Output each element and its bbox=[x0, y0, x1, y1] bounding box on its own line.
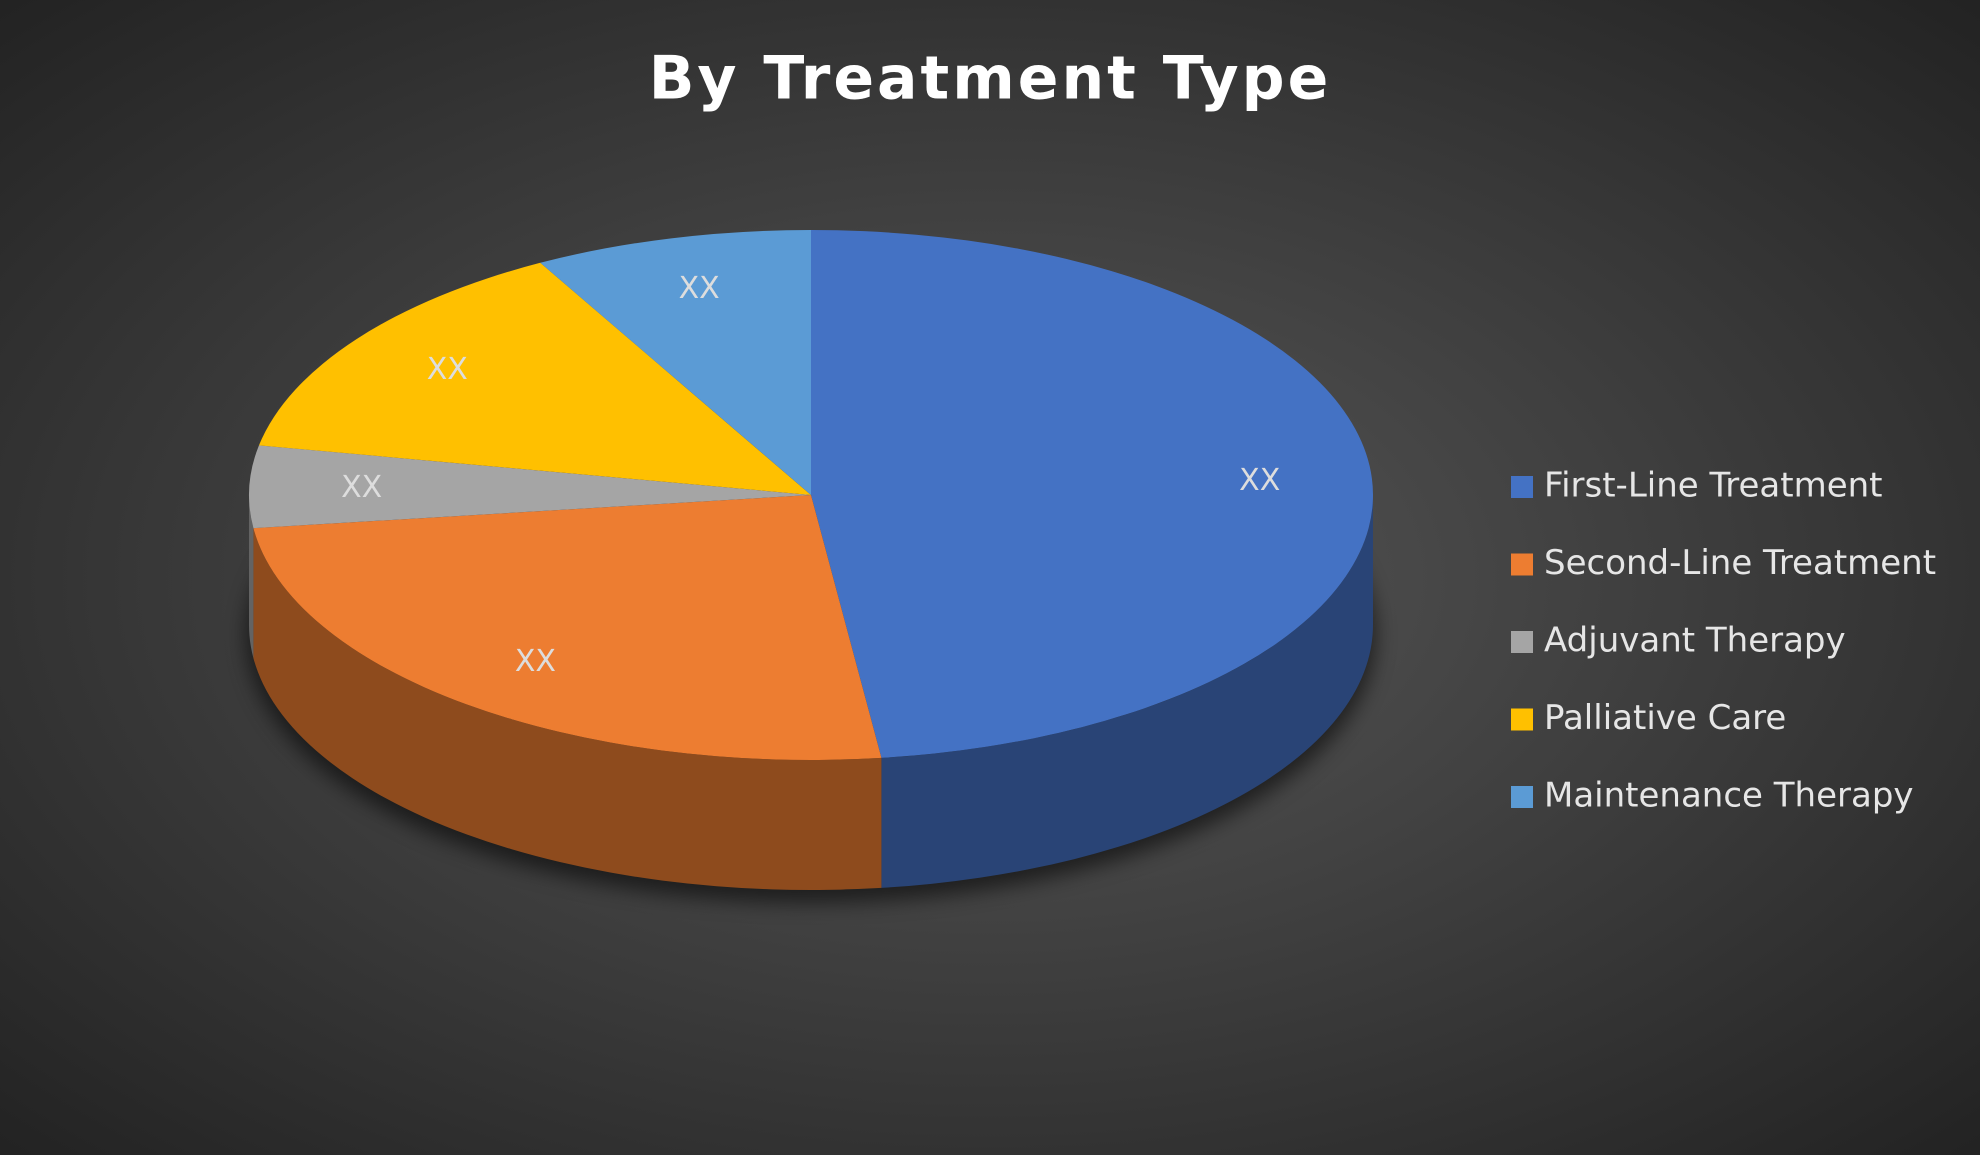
slice bbox=[540, 230, 811, 495]
legend-swatch bbox=[1511, 476, 1533, 498]
legend-swatch bbox=[1511, 631, 1533, 653]
data-label: XX bbox=[341, 470, 382, 505]
data-label: XX bbox=[1239, 463, 1280, 498]
legend-swatch bbox=[1511, 553, 1533, 576]
slice bbox=[258, 262, 811, 495]
legend-label: Palliative Care bbox=[1544, 698, 1786, 738]
legend-label: Second-Line Treatment bbox=[1544, 543, 1936, 583]
slice-side bbox=[249, 495, 254, 659]
slice bbox=[811, 230, 1373, 758]
data-label: XX bbox=[515, 644, 556, 679]
slice-side bbox=[881, 495, 1373, 888]
legend-label: First-Line Treatment bbox=[1544, 466, 1883, 506]
chart-title: By Treatment Type bbox=[649, 44, 1332, 114]
legend-label: Maintenance Therapy bbox=[1544, 776, 1914, 816]
legend-swatch bbox=[1511, 708, 1533, 731]
data-label: XX bbox=[679, 271, 720, 306]
slice bbox=[253, 495, 882, 761]
legend-swatch bbox=[1511, 786, 1533, 808]
slice bbox=[249, 445, 811, 529]
data-label: XX bbox=[427, 352, 468, 387]
slice-side bbox=[253, 528, 882, 890]
legend-label: Adjuvant Therapy bbox=[1544, 621, 1846, 661]
